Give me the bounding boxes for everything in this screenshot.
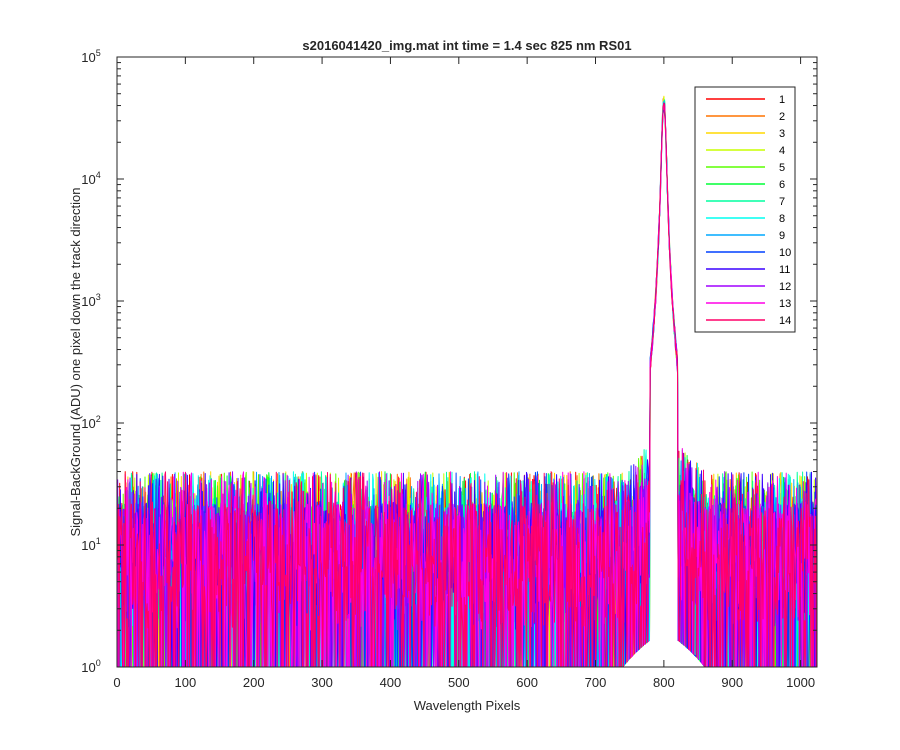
legend-label: 4 <box>779 145 785 157</box>
y-tick-label: 104 <box>81 170 100 187</box>
legend-label: 6 <box>779 179 785 191</box>
legend-label: 5 <box>779 162 785 174</box>
x-tick-label: 600 <box>516 675 538 690</box>
legend-label: 13 <box>779 298 791 310</box>
legend-label: 12 <box>779 281 791 293</box>
legend-label: 10 <box>779 247 791 259</box>
x-tick-label: 700 <box>585 675 607 690</box>
x-tick-label: 500 <box>448 675 470 690</box>
y-tick-label: 102 <box>81 414 100 431</box>
x-tick-labels: 0 100 200 300 400 500 600 700 800 900 1000 <box>113 675 815 690</box>
legend-label: 2 <box>779 111 785 123</box>
legend-label: 7 <box>779 196 785 208</box>
legend-label: 8 <box>779 213 785 225</box>
y-tick-label: 105 <box>81 48 100 65</box>
y-tick-labels: 100 101 102 103 104 105 <box>81 48 100 675</box>
legend-box <box>694 86 796 333</box>
y-tick-label: 101 <box>81 536 100 553</box>
x-tick-label: 100 <box>175 675 197 690</box>
ticks-layer <box>116 56 817 668</box>
legend-label: 3 <box>779 128 785 140</box>
legend-label: 9 <box>779 230 785 242</box>
y-tick-label: 100 <box>81 658 100 675</box>
axes-box <box>116 56 818 668</box>
chart-title: s2016041420_img.mat int time = 1.4 sec 8… <box>302 38 631 53</box>
y-axis-label: Signal-BackGround (ADU) one pixel down t… <box>68 187 83 536</box>
x-tick-label: 900 <box>721 675 743 690</box>
x-tick-label: 0 <box>113 675 120 690</box>
legend-label: 14 <box>779 315 791 327</box>
series-line-14 <box>116 102 818 668</box>
x-tick-label: 1000 <box>786 675 815 690</box>
x-tick-label: 300 <box>311 675 333 690</box>
x-tick-label: 200 <box>243 675 265 690</box>
x-axis-label: Wavelength Pixels <box>414 698 521 713</box>
x-tick-label: 800 <box>653 675 675 690</box>
legend-label: 1 <box>779 94 785 106</box>
x-tick-label: 400 <box>380 675 402 690</box>
legend-label: 11 <box>779 264 790 276</box>
y-tick-label: 103 <box>81 292 100 309</box>
